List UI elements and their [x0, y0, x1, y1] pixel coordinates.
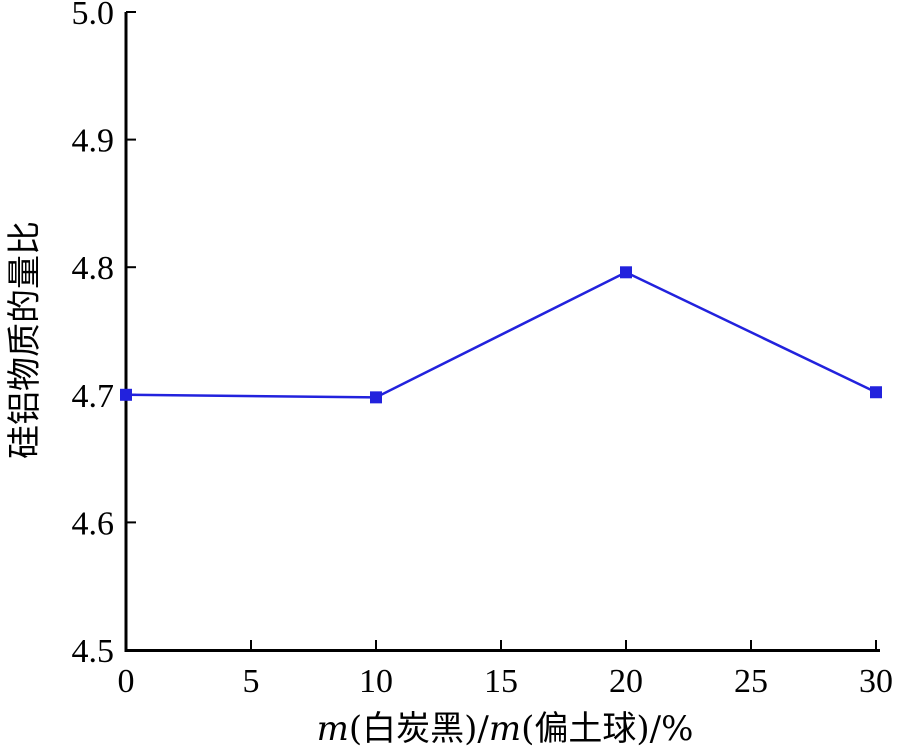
x-tick-label: 20 — [609, 663, 643, 700]
x-axis-title: m(白炭黑)/m(偏土球)/% — [317, 709, 694, 749]
x-axis-title-m1: m — [317, 709, 349, 749]
x-tick-label: 30 — [859, 663, 893, 700]
series-layer — [120, 266, 882, 404]
ticks: 0 5 10 15 20 25 30 4.5 4.6 4.7 4.8 4.9 5.0 — [72, 0, 894, 700]
data-point-marker — [870, 386, 882, 399]
x-tick-label: 10 — [359, 663, 393, 700]
x-axis-title-part2: (偏土球)/% — [521, 709, 693, 749]
x-axis-title-m2: m — [489, 709, 521, 749]
data-point-marker — [620, 266, 632, 279]
x-tick-label: 0 — [118, 663, 135, 700]
y-tick-label: 4.7 — [72, 378, 115, 415]
axes — [124, 12, 880, 652]
y-tick-label: 4.8 — [72, 250, 115, 287]
x-axis-title-part1: (白炭黑)/ — [349, 709, 490, 749]
series-line — [125, 270, 877, 399]
x-tick-label: 25 — [734, 663, 768, 700]
y-tick-label: 4.5 — [72, 633, 115, 670]
data-point-marker — [370, 391, 382, 404]
data-point-marker — [120, 388, 132, 401]
y-axis-title: 硅铝物质的量比 — [5, 221, 45, 459]
y-tick-label: 4.9 — [72, 123, 115, 160]
y-tick-label: 4.6 — [72, 505, 115, 542]
x-tick-label: 5 — [243, 663, 260, 700]
y-tick-label: 5.0 — [72, 0, 115, 32]
x-tick-label: 15 — [484, 663, 518, 700]
